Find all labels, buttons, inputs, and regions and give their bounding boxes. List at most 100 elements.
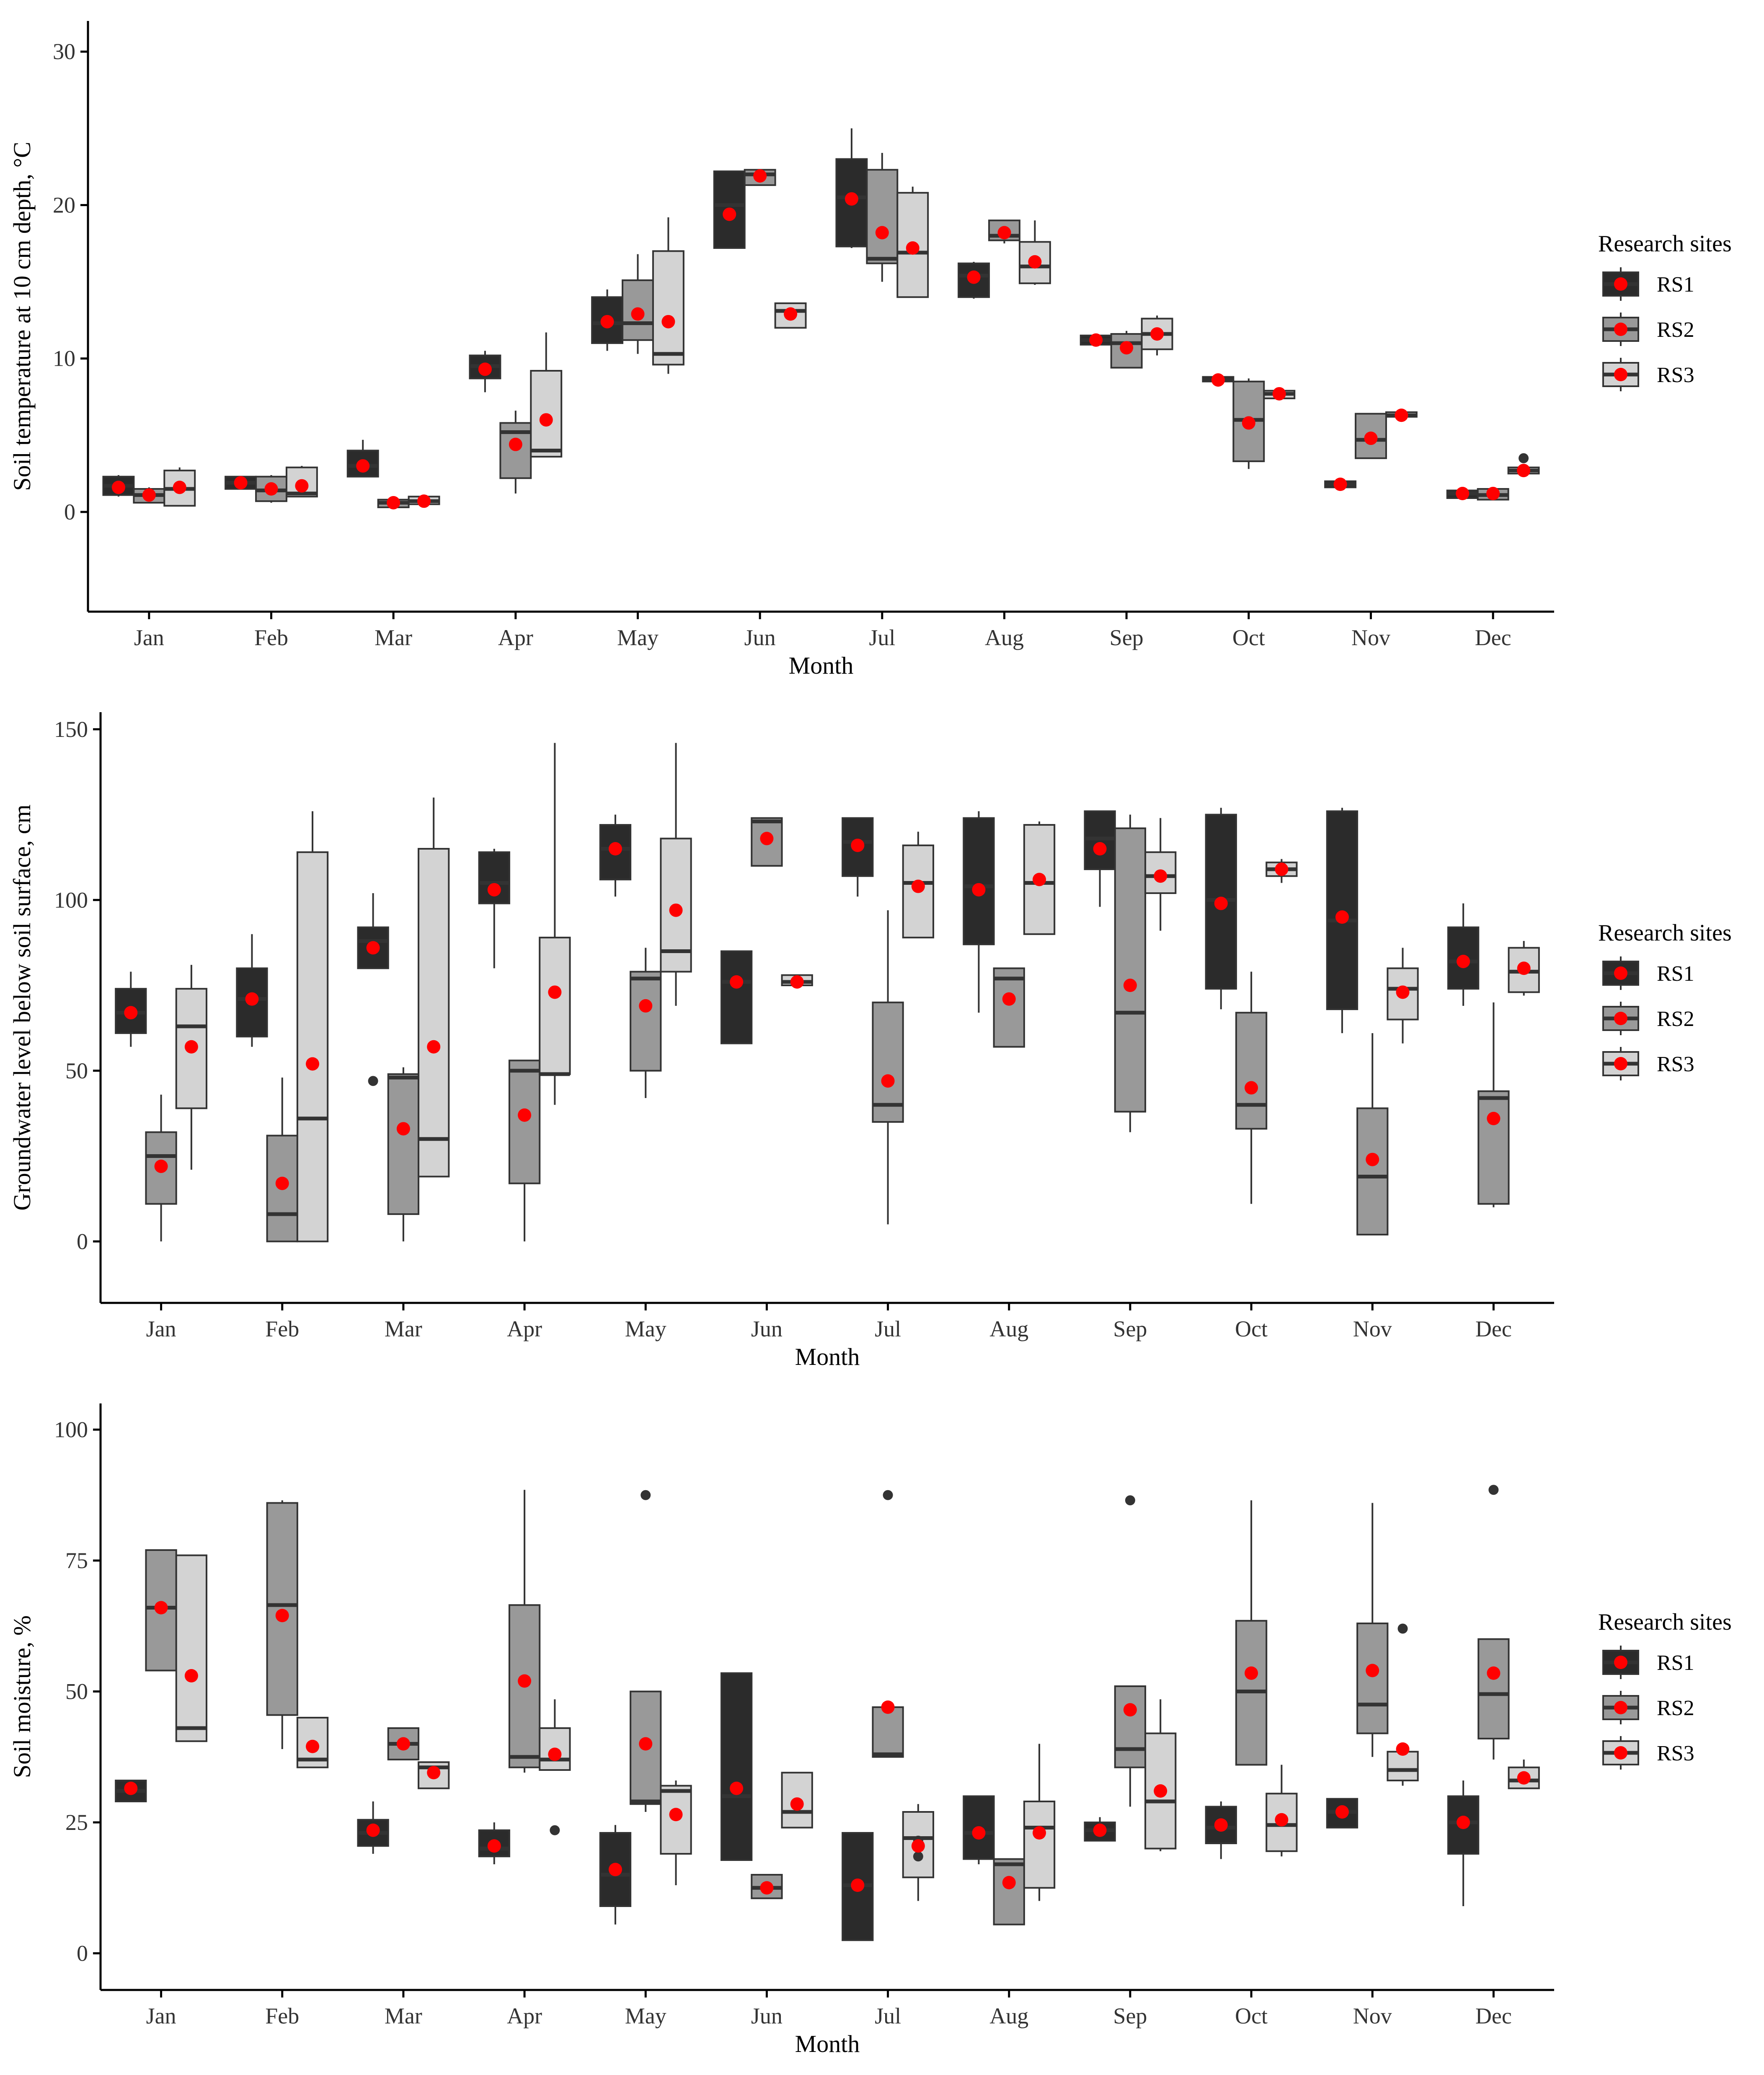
- box-body: [993, 1858, 1025, 1925]
- box-body: [1144, 1732, 1177, 1850]
- box-rs3-dec: [1508, 1760, 1540, 1789]
- mean-point: [881, 1074, 895, 1088]
- legend-key-mean: [1614, 323, 1627, 336]
- x-tick-label: Jul: [869, 625, 895, 650]
- mean-point: [234, 476, 248, 490]
- box-rs2-may: [630, 948, 662, 1098]
- box-rs2-jan: [145, 1094, 177, 1242]
- box-rs3-jul: [902, 832, 935, 938]
- mean-point: [1335, 910, 1349, 924]
- mean-point: [417, 494, 431, 508]
- box-body: [872, 1001, 904, 1123]
- mean-point: [608, 1863, 622, 1876]
- box-rs2-jan: [133, 487, 165, 504]
- x-tick-label: Feb: [265, 2003, 299, 2028]
- box-rs3-jun: [781, 1772, 813, 1829]
- mean-point: [1093, 842, 1107, 856]
- mean-point: [275, 1176, 289, 1190]
- mean-point: [184, 1669, 198, 1682]
- box-body: [1110, 333, 1143, 369]
- mean-point: [275, 1609, 289, 1623]
- box-rs3-aug: [1018, 220, 1051, 285]
- y-tick-label: 50: [65, 1058, 88, 1083]
- box-rs2-jun: [744, 169, 776, 186]
- mean-point: [427, 1040, 441, 1054]
- mean-point: [154, 1601, 168, 1615]
- box-rs2-jun: [751, 817, 783, 867]
- mean-point: [760, 832, 774, 845]
- box-rs1-jan: [115, 1780, 147, 1802]
- mean-point: [1396, 985, 1410, 999]
- box-rs1-oct: [1205, 808, 1237, 1010]
- mean-point: [723, 207, 736, 221]
- box-rs1-nov: [1324, 478, 1357, 491]
- mean-point: [881, 1700, 895, 1714]
- box-rs2-dec: [1477, 487, 1509, 501]
- mean-point: [845, 192, 858, 206]
- legend-label: RS2: [1657, 1007, 1694, 1031]
- mean-point: [997, 226, 1011, 240]
- legend-key-mean: [1614, 966, 1627, 980]
- y-tick-label: 30: [53, 39, 75, 64]
- y-tick-label: 100: [54, 1417, 88, 1442]
- mean-point: [790, 975, 804, 989]
- box-rs2-aug: [993, 967, 1025, 1048]
- box-body: [508, 1059, 541, 1184]
- x-tick-label: May: [625, 1316, 666, 1341]
- box-body: [1114, 827, 1147, 1113]
- legend-key-rs2: [1602, 1691, 1639, 1724]
- box-rs1-aug: [958, 261, 990, 299]
- mean-point: [487, 883, 501, 897]
- box-rs3-nov: [1385, 408, 1418, 422]
- box-rs1-jan: [102, 475, 135, 497]
- y-tick-label: 100: [54, 887, 88, 912]
- mean-point: [173, 481, 186, 494]
- box-rs3-feb: [296, 811, 329, 1243]
- legend-key-mean: [1614, 368, 1627, 381]
- mean-point: [1487, 1666, 1501, 1680]
- x-tick-label: Jan: [134, 625, 164, 650]
- x-tick-label: Jul: [875, 1316, 901, 1341]
- box-rs2-apr: [508, 1490, 541, 1773]
- box-rs1-may: [599, 1825, 632, 1925]
- y-tick-label: 150: [54, 717, 88, 742]
- mean-point: [518, 1674, 532, 1688]
- box-rs1-mar: [346, 439, 379, 478]
- x-tick-label: Oct: [1232, 625, 1265, 650]
- x-tick-label: Aug: [989, 1316, 1028, 1341]
- y-axis-title: Groundwater level below soil surface, cm: [8, 804, 36, 1211]
- box-rs2-mar: [387, 1067, 420, 1242]
- box-rs3-dec: [1507, 453, 1540, 478]
- box-rs2-mar: [387, 1727, 420, 1760]
- legend-label: RS3: [1657, 1742, 1694, 1765]
- box-body: [1235, 1012, 1268, 1130]
- x-tick-label: Dec: [1475, 2003, 1512, 2028]
- box-body: [660, 1785, 692, 1855]
- legend-key-rs2: [1602, 313, 1639, 346]
- mean-point: [306, 1057, 320, 1071]
- y-tick-label: 0: [77, 1229, 88, 1254]
- outlier-point: [368, 1076, 378, 1086]
- legend-key-rs2: [1602, 1002, 1639, 1035]
- box-rs3-aug: [1023, 1744, 1056, 1901]
- box-body: [1023, 1801, 1056, 1889]
- box-body: [296, 851, 329, 1243]
- mean-point: [184, 1040, 198, 1054]
- box-rs2-aug: [988, 220, 1020, 244]
- box-rs2-nov: [1356, 1033, 1389, 1235]
- mean-point: [906, 241, 919, 255]
- mean-point: [608, 842, 622, 856]
- box-rs1-apr: [478, 849, 510, 969]
- mean-point: [356, 459, 370, 473]
- box-rs3-mar: [418, 1761, 450, 1789]
- box-rs3-may: [652, 217, 684, 374]
- box-body: [387, 1073, 420, 1215]
- x-tick-label: Jun: [751, 2003, 783, 2028]
- legend-title: Research sites: [1598, 1609, 1732, 1635]
- box-rs1-feb: [225, 475, 257, 490]
- x-tick-label: Nov: [1353, 1316, 1392, 1341]
- x-tick-label: Oct: [1235, 2003, 1268, 2028]
- box-body: [1356, 1623, 1389, 1734]
- box-rs1-nov: [1326, 1798, 1359, 1829]
